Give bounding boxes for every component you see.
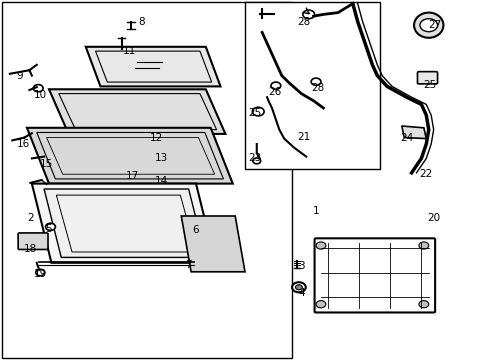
Text: 4: 4 [298, 288, 305, 298]
Text: 25: 25 [423, 80, 437, 90]
Circle shape [295, 285, 302, 290]
Text: 26: 26 [268, 87, 281, 97]
Text: 11: 11 [123, 46, 137, 56]
Polygon shape [59, 94, 217, 130]
Polygon shape [27, 128, 233, 184]
Text: 13: 13 [155, 153, 169, 163]
Bar [2, 2, 292, 358]
Text: 19: 19 [33, 269, 47, 279]
Text: 28: 28 [311, 83, 324, 93]
Polygon shape [37, 132, 223, 179]
Circle shape [316, 301, 326, 308]
Text: 7: 7 [185, 260, 192, 270]
Circle shape [420, 19, 438, 32]
Text: 17: 17 [125, 171, 139, 181]
Text: 15: 15 [40, 159, 53, 169]
Text: 1: 1 [313, 206, 319, 216]
Text: 22: 22 [419, 168, 433, 179]
FancyBboxPatch shape [18, 233, 48, 249]
Text: 8: 8 [138, 17, 145, 27]
Text: 21: 21 [297, 132, 311, 142]
Polygon shape [181, 216, 245, 272]
Ellipse shape [414, 13, 443, 38]
Circle shape [33, 85, 43, 92]
Text: 2: 2 [27, 213, 34, 223]
Circle shape [253, 158, 261, 164]
Text: 12: 12 [150, 132, 164, 143]
Text: 6: 6 [193, 225, 199, 235]
Text: 10: 10 [34, 90, 47, 100]
Circle shape [46, 223, 55, 230]
Text: 27: 27 [428, 20, 442, 30]
FancyBboxPatch shape [417, 72, 438, 84]
Polygon shape [32, 184, 216, 263]
Polygon shape [56, 195, 196, 252]
Bar [245, 2, 380, 169]
Text: 25: 25 [248, 108, 262, 118]
Text: 23: 23 [248, 153, 262, 163]
Text: 20: 20 [427, 213, 440, 223]
Text: 9: 9 [16, 71, 23, 81]
Polygon shape [44, 189, 206, 257]
Polygon shape [402, 126, 426, 139]
Polygon shape [96, 51, 212, 82]
Text: 16: 16 [17, 139, 30, 149]
Text: 5: 5 [45, 224, 51, 234]
Circle shape [419, 242, 429, 249]
Polygon shape [47, 138, 215, 174]
Polygon shape [86, 47, 220, 86]
Circle shape [419, 301, 429, 308]
Circle shape [316, 242, 326, 249]
Text: 14: 14 [155, 176, 169, 186]
Text: 3: 3 [298, 261, 305, 271]
Text: 28: 28 [297, 17, 311, 27]
Polygon shape [49, 89, 225, 134]
Circle shape [36, 269, 45, 276]
Text: 18: 18 [24, 244, 37, 254]
FancyBboxPatch shape [315, 238, 435, 312]
Text: 24: 24 [400, 132, 414, 143]
Circle shape [292, 282, 306, 292]
